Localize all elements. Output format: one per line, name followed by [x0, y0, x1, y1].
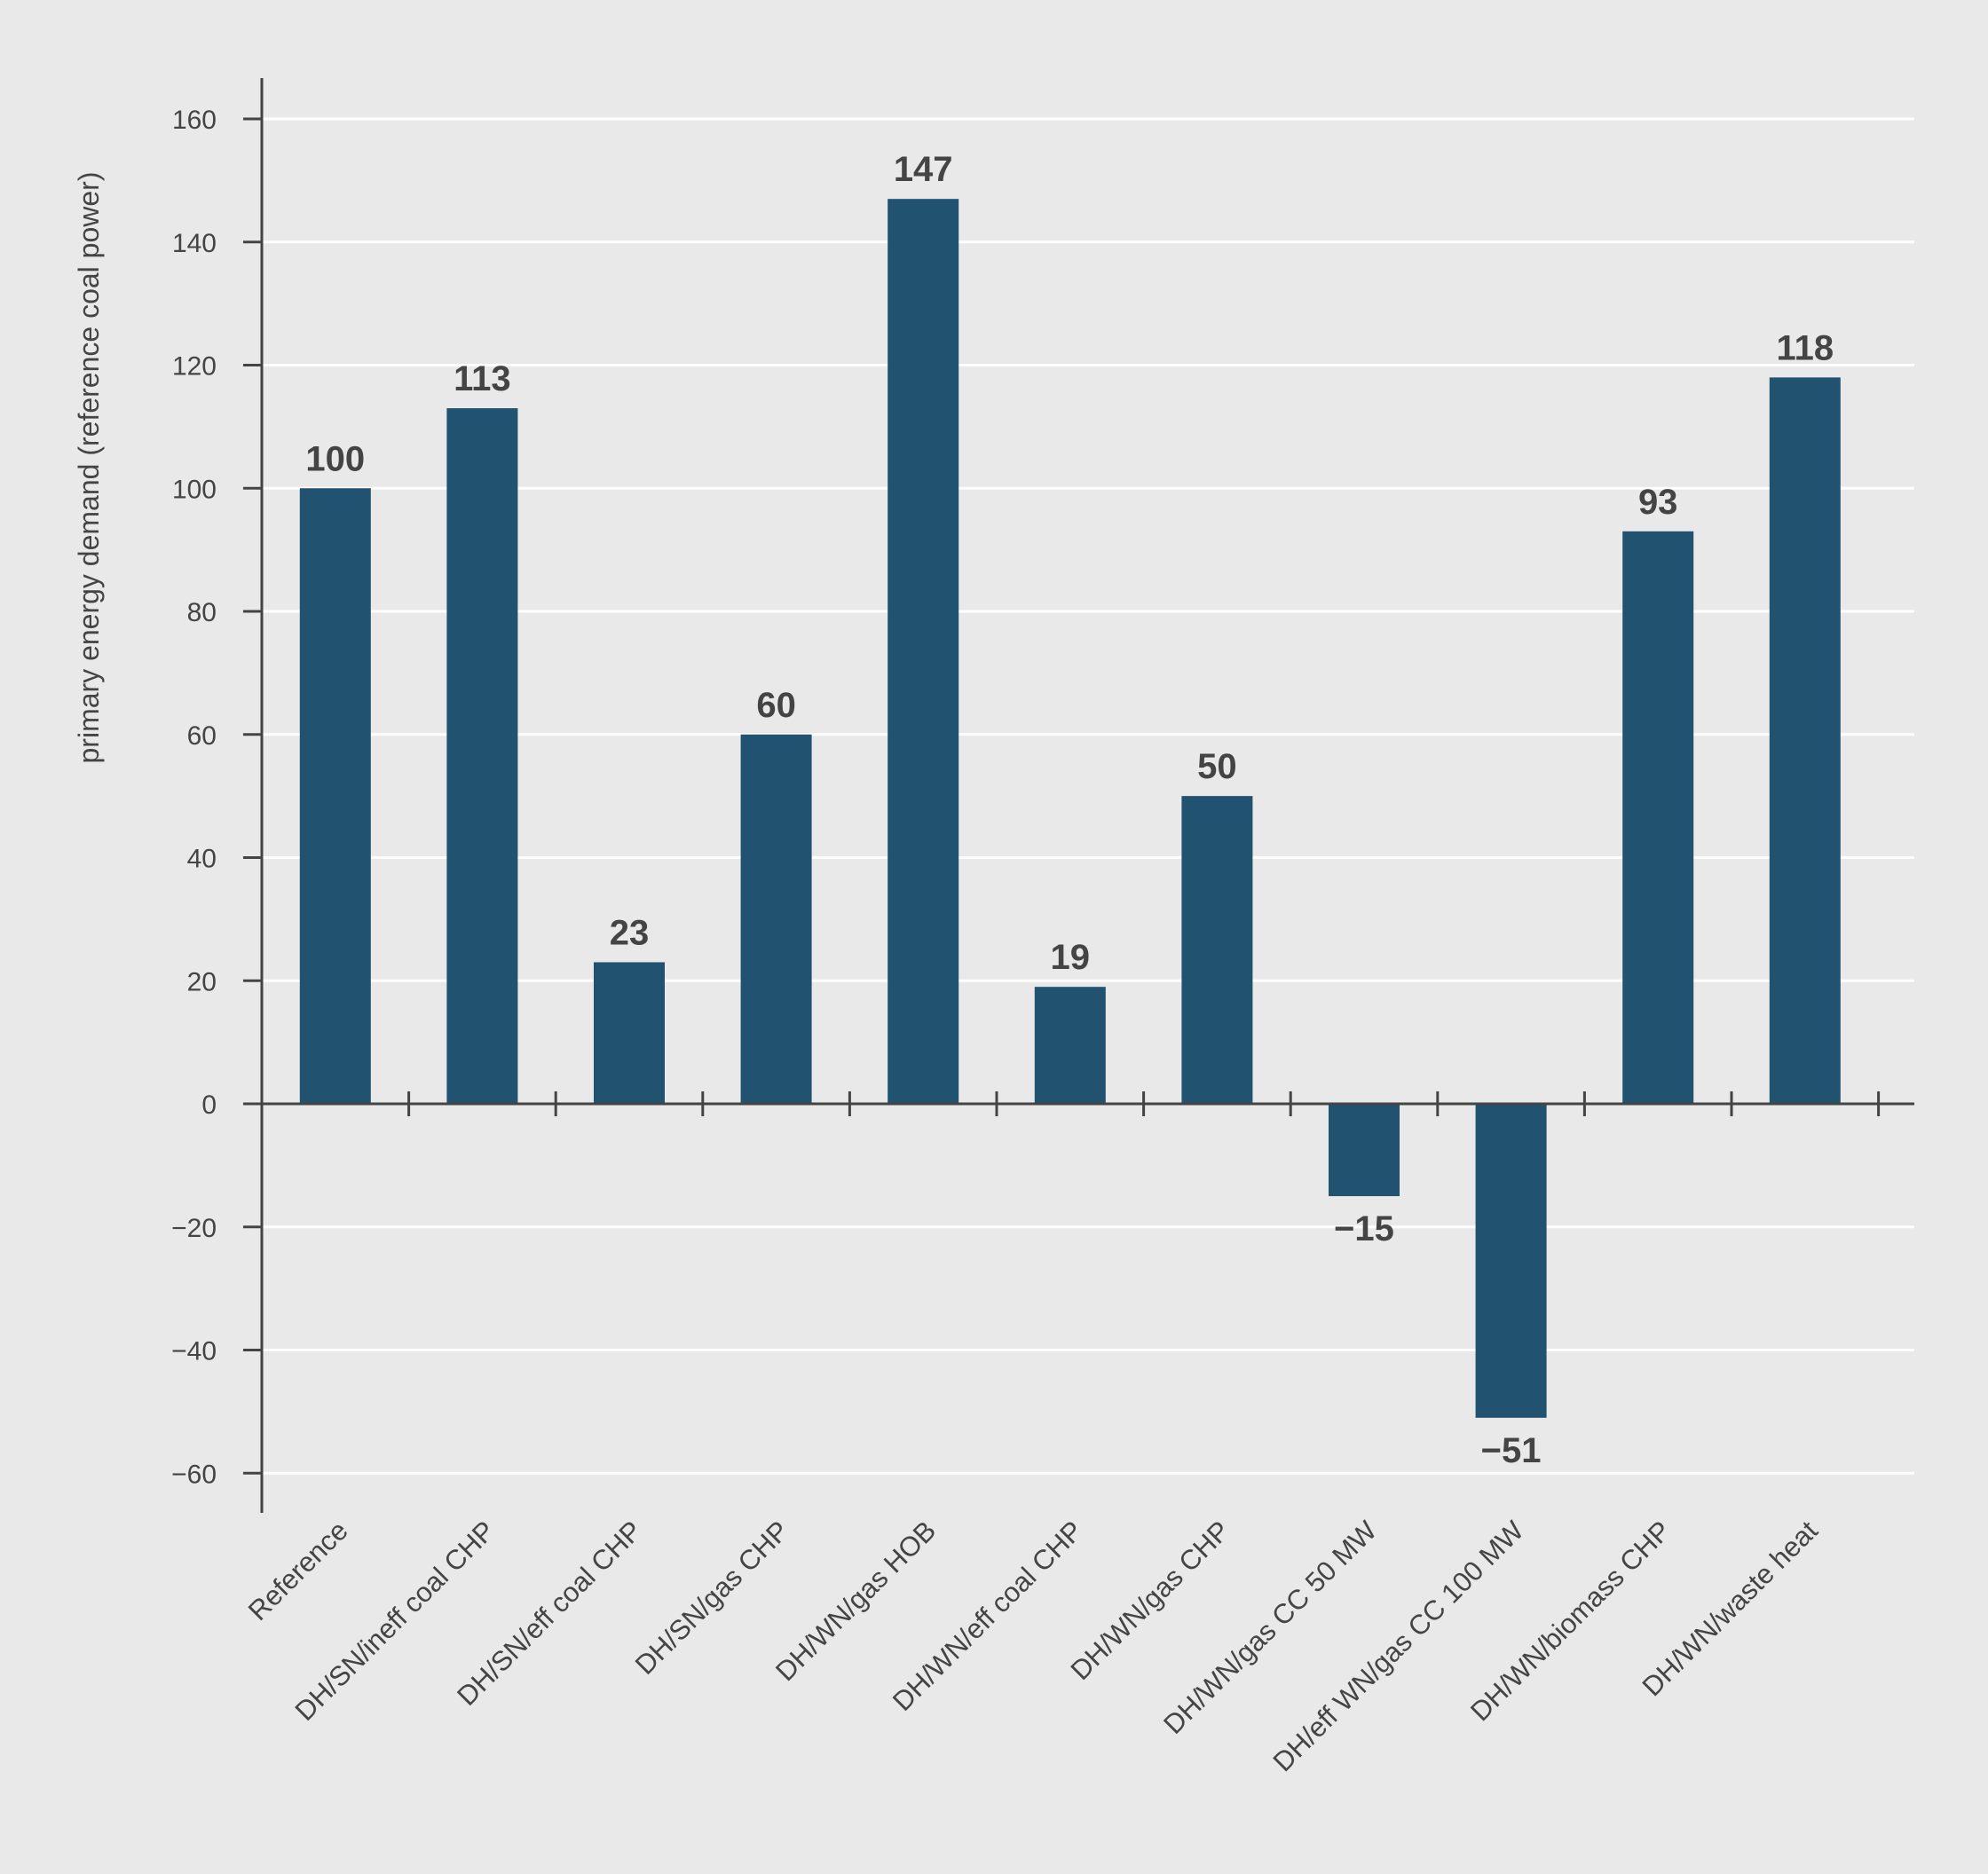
bar: [1329, 1104, 1400, 1197]
bar: [446, 408, 518, 1104]
y-tick-label: 20: [187, 967, 217, 996]
data-label: 50: [1197, 747, 1237, 786]
y-tick-label: 120: [172, 352, 217, 382]
bar: [740, 734, 812, 1104]
data-label: 60: [756, 686, 796, 725]
y-tick-label: 140: [172, 229, 217, 258]
bar: [1475, 1104, 1547, 1418]
bar: [1034, 987, 1106, 1104]
y-tick-label: 60: [187, 721, 217, 751]
bar: [1622, 531, 1694, 1104]
y-tick-label: −60: [171, 1460, 217, 1489]
x-tick-label: DH/eff WN/gas CC 100 MW: [1267, 1515, 1530, 1777]
labels: 160 140 120 100 80 60 40 20 0 −20 −40 −60 100 Referen…: [171, 106, 1834, 1777]
x-tick-label: DH/WN/gas CHP: [1065, 1515, 1236, 1686]
data-label: −51: [1481, 1431, 1542, 1470]
data-label: 19: [1051, 938, 1091, 977]
x-tick-label: Reference: [242, 1515, 354, 1626]
data-label: 147: [894, 150, 953, 189]
data-label: 100: [305, 439, 365, 478]
data-label: 113: [454, 359, 511, 398]
bar: [594, 962, 665, 1104]
y-tick-label: −40: [171, 1337, 217, 1366]
bar: [888, 199, 959, 1104]
y-tick-label: 160: [172, 106, 217, 135]
y-tick-label: 80: [187, 598, 217, 627]
data-label: 93: [1638, 483, 1678, 522]
y-tick-label: −20: [171, 1214, 217, 1243]
bars: [299, 199, 1841, 1418]
x-tick-label: DH/WN/gas HOB: [769, 1515, 942, 1687]
data-label: 118: [1777, 328, 1834, 367]
data-label: 23: [610, 913, 650, 952]
y-axis-title: primary energy demand (reference coal po…: [73, 172, 105, 764]
y-tick-label: 0: [201, 1091, 217, 1120]
axes: [243, 78, 1914, 1513]
y-tick-label: 100: [172, 475, 217, 504]
bar: [1769, 377, 1841, 1104]
y-tick-label: 40: [187, 845, 217, 874]
bar: [1181, 796, 1253, 1104]
bar: [299, 488, 371, 1104]
x-tick-label: DH/SN/gas CHP: [629, 1515, 795, 1681]
data-label: −15: [1334, 1209, 1394, 1248]
